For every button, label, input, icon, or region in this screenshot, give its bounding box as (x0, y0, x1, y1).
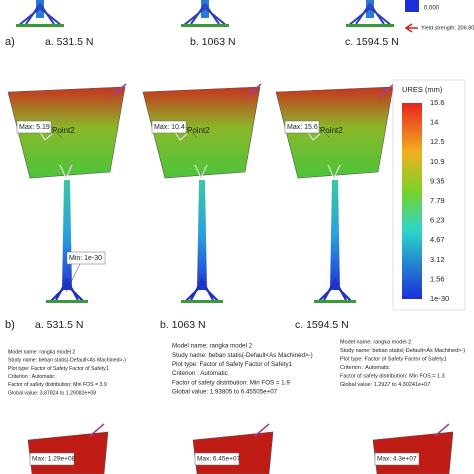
leader (65, 263, 81, 293)
info-line: Plot type: Factor of Safety Factor of Sa… (8, 366, 109, 372)
caption: a. 531.5 N (45, 36, 93, 48)
info-line: Plot type: Factor of Safety Factor of Sa… (172, 361, 293, 368)
column (62, 180, 72, 290)
plate (275, 86, 394, 179)
info-line: Study name: beban statis(-Default<As Mac… (340, 348, 465, 354)
leader (50, 126, 63, 139)
structure-foot (16, 24, 64, 27)
caption: b. 1063 N (160, 319, 206, 331)
legend-swatch (405, 0, 419, 12)
max-label: Max: 5.19 (19, 124, 50, 131)
info-line: Model name: rangka model 2 (8, 349, 75, 355)
info-line: Study name: beban statis(-Default<As Mac… (8, 358, 126, 364)
base-foot (181, 300, 223, 303)
info-line: Global value: 3.87824 to 1.29082e+08 (8, 390, 96, 396)
colorbar-tick: 9.35 (430, 176, 445, 185)
info-line: Plot type: Factor of Safety Factor of Sa… (340, 356, 447, 362)
marker (109, 83, 127, 99)
colorbar-tick: 4.67 (430, 235, 445, 244)
column (330, 180, 340, 290)
structure-foot (181, 24, 229, 27)
marker (89, 423, 105, 437)
colorbar-tick: 14 (430, 118, 438, 127)
caption: c. 1594.5 N (295, 319, 349, 331)
colorbar-tick: 1e-30 (430, 294, 449, 303)
info-line: Factor of safety distribution: Min FOS =… (340, 373, 445, 379)
structure-foot (346, 24, 394, 27)
marker (434, 423, 450, 437)
frame-lines (39, 131, 73, 179)
max-label: Max: 4.3e+07 (377, 456, 417, 463)
marker (244, 83, 262, 99)
point-label: Point2 (320, 126, 343, 135)
structure-legs (17, 2, 63, 27)
caption: c. 1594.5 N (345, 36, 399, 48)
caption: a. 531.5 N (35, 319, 83, 331)
colorbar-tick: 7.79 (430, 196, 445, 205)
info-line: Factor of safety distribution: Min FOS =… (172, 379, 290, 386)
colorbar-tick: 12.5 (430, 137, 445, 146)
frame-lines (174, 131, 208, 179)
caption: b. 1063 N (190, 36, 236, 48)
colorbar-tick: 6.23 (430, 216, 445, 225)
yield-arrow (404, 23, 418, 33)
marker (377, 83, 395, 99)
point-label: Point2 (187, 126, 210, 135)
colorbar-tick: 1.56 (430, 274, 445, 283)
info-line: Global value: 1.2927 to 4.30241e+07 (340, 382, 430, 388)
min-label: Min: 1e-30 (69, 255, 102, 262)
colorbar-tick: 15.6 (430, 98, 445, 107)
plate (142, 86, 261, 179)
base-legs (49, 277, 85, 303)
info-line: Model name: rangka model 2 (172, 343, 253, 350)
info-line: Study name: beban statis(-Default<As Mac… (172, 352, 313, 359)
plate (7, 86, 126, 179)
info-line: Model name: rangka model 2 (340, 339, 411, 345)
info-line: Criterion : Automatic (8, 374, 55, 380)
info-line: Factor of safety distribution: Min FOS =… (8, 382, 107, 388)
base-legs (184, 277, 220, 303)
base-legs (317, 277, 353, 303)
info-line: Criterion : Automatic (172, 370, 228, 377)
base-foot (314, 300, 356, 303)
base-foot (46, 300, 88, 303)
leader (318, 126, 331, 139)
min-box (66, 251, 106, 265)
info-line: Criterion : Automatic (340, 365, 390, 371)
max-label: Max: 10.4 (154, 124, 185, 131)
colorbar-title: URES (mm) (402, 85, 443, 94)
frame-lines (307, 131, 341, 179)
legend-min: 0.000 (424, 6, 440, 12)
colorbar-tick: 3.12 (430, 255, 445, 264)
panel-label: b) (5, 319, 15, 331)
structure-legs (182, 2, 228, 27)
max-box (374, 452, 420, 466)
column (197, 180, 207, 290)
max-box (194, 452, 240, 466)
max-label: Max: 15.6 (287, 124, 318, 131)
max-label: Max: 6.45e+07 (197, 456, 241, 463)
leader (185, 126, 198, 139)
colorbar-tick: 10.9 (430, 157, 445, 166)
max-box (29, 452, 75, 466)
marker (254, 423, 270, 437)
info-line: Global value: 1.93805 to 6.45505e+07 (172, 389, 278, 396)
structure-legs (347, 2, 393, 27)
max-label: Max: 1.29e+08 (32, 456, 76, 463)
point-label: Point2 (52, 126, 75, 135)
panel-label: a) (5, 36, 15, 48)
colorbar (402, 103, 422, 299)
yield-label: Yield strength: 206.807 (421, 25, 474, 31)
